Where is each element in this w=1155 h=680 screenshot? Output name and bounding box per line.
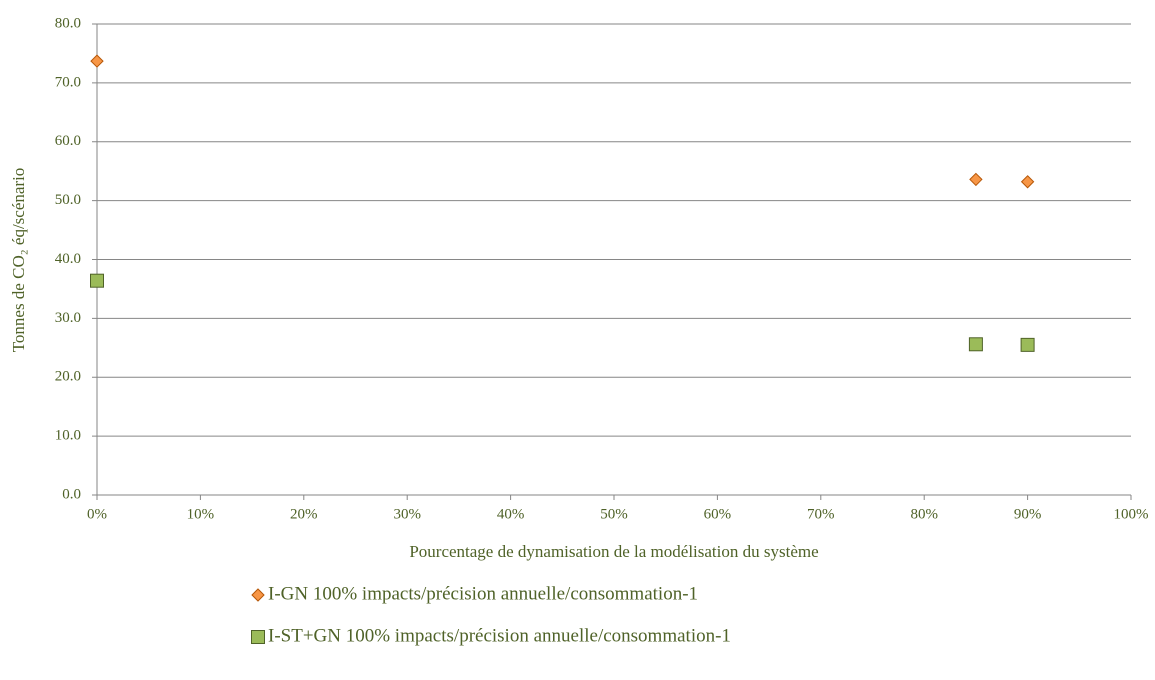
- y-axis-label: Tonnes de CO₂ éq/scénario: [9, 168, 28, 353]
- x-tick-label: 0%: [87, 506, 107, 522]
- x-tick-label: 90%: [1014, 506, 1042, 522]
- x-tick-label: 50%: [600, 506, 628, 522]
- y-tick-label: 40.0: [55, 251, 81, 267]
- x-tick-label: 60%: [704, 506, 732, 522]
- x-tick-label: 30%: [393, 506, 421, 522]
- legend-marker: [251, 588, 265, 602]
- point: [90, 273, 104, 288]
- point: [969, 172, 983, 187]
- y-tick-label: 30.0: [55, 310, 81, 326]
- x-tick-label: 70%: [807, 506, 835, 522]
- y-tick-label: 80.0: [55, 15, 81, 31]
- y-tick-label: 10.0: [55, 428, 81, 444]
- y-tick-label: 60.0: [55, 133, 81, 149]
- y-tick-label: 20.0: [55, 369, 81, 385]
- legend-marker: [251, 630, 265, 644]
- legend-label: I-ST+GN 100% impacts/précision annuelle/…: [268, 625, 731, 646]
- point: [968, 337, 983, 352]
- x-tick-label: 20%: [290, 506, 318, 522]
- y-tick-label: 50.0: [55, 192, 81, 208]
- x-axis-label: Pourcentage de dynamisation de la modéli…: [409, 542, 818, 561]
- x-tick-label: 40%: [497, 506, 525, 522]
- y-tick-label: 70.0: [55, 74, 81, 90]
- point: [1020, 337, 1035, 352]
- point: [90, 54, 104, 68]
- x-tick-label: 100%: [1114, 506, 1149, 522]
- legend-label: I-GN 100% impacts/précision annuelle/con…: [268, 583, 698, 604]
- x-tick-label: 10%: [187, 506, 215, 522]
- y-tick-label: 0.0: [62, 486, 81, 502]
- x-tick-label: 80%: [910, 506, 938, 522]
- point: [1020, 175, 1035, 189]
